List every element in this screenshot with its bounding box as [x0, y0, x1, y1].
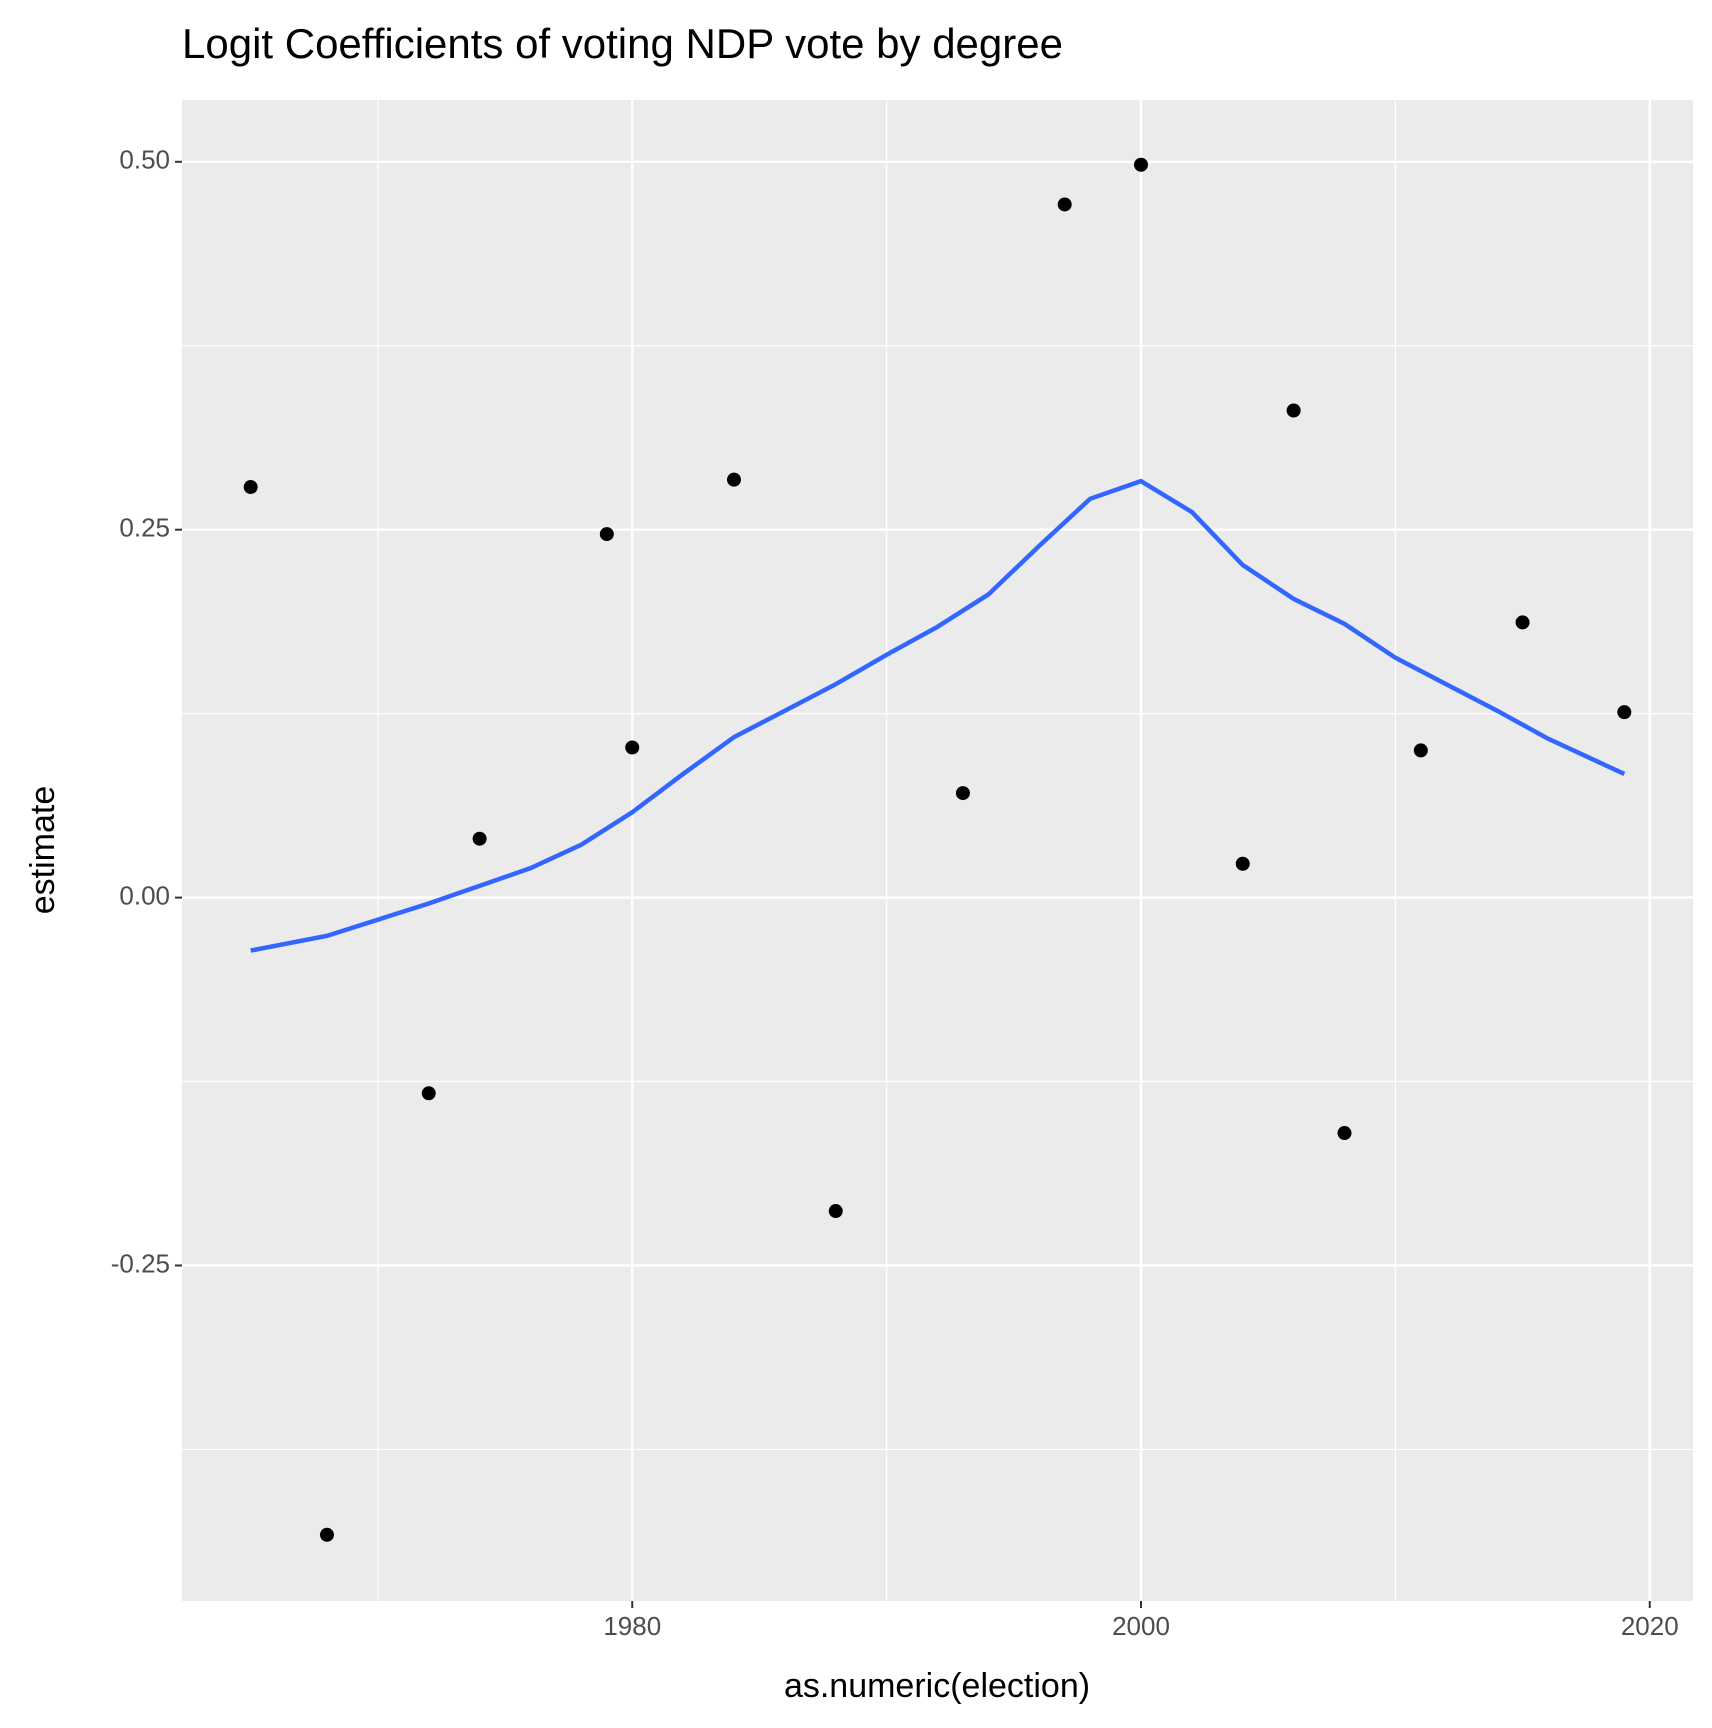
- point: [1134, 157, 1149, 172]
- point: [1515, 615, 1530, 630]
- y-tick-label: -0.25: [111, 1248, 170, 1278]
- smooth-line: [250, 478, 1626, 953]
- point: [1337, 1126, 1352, 1141]
- point: [1057, 197, 1072, 212]
- y-tick-label: 0.00: [119, 880, 170, 910]
- x-tick-label: 1980: [603, 1611, 661, 1641]
- point: [1286, 403, 1301, 418]
- y-tick-label: 0.25: [119, 513, 170, 543]
- point: [1413, 743, 1428, 758]
- point: [1617, 705, 1632, 720]
- point: [243, 480, 258, 495]
- point: [1235, 856, 1250, 871]
- y-axis-title: estimate: [24, 786, 62, 915]
- point: [625, 740, 640, 755]
- point: [472, 831, 487, 846]
- point: [599, 527, 614, 542]
- point: [421, 1086, 436, 1101]
- x-tick-label: 2000: [1112, 1611, 1170, 1641]
- x-tick-label: 2020: [1621, 1611, 1679, 1641]
- point: [726, 472, 741, 487]
- point: [955, 786, 970, 801]
- point: [319, 1527, 334, 1542]
- point: [828, 1204, 843, 1219]
- panel: [182, 100, 1693, 1601]
- chart-title: Logit Coefficients of voting NDP vote by…: [182, 20, 1063, 67]
- y-tick-label: 0.50: [119, 145, 170, 175]
- x-axis-title: as.numeric(election): [784, 1667, 1090, 1705]
